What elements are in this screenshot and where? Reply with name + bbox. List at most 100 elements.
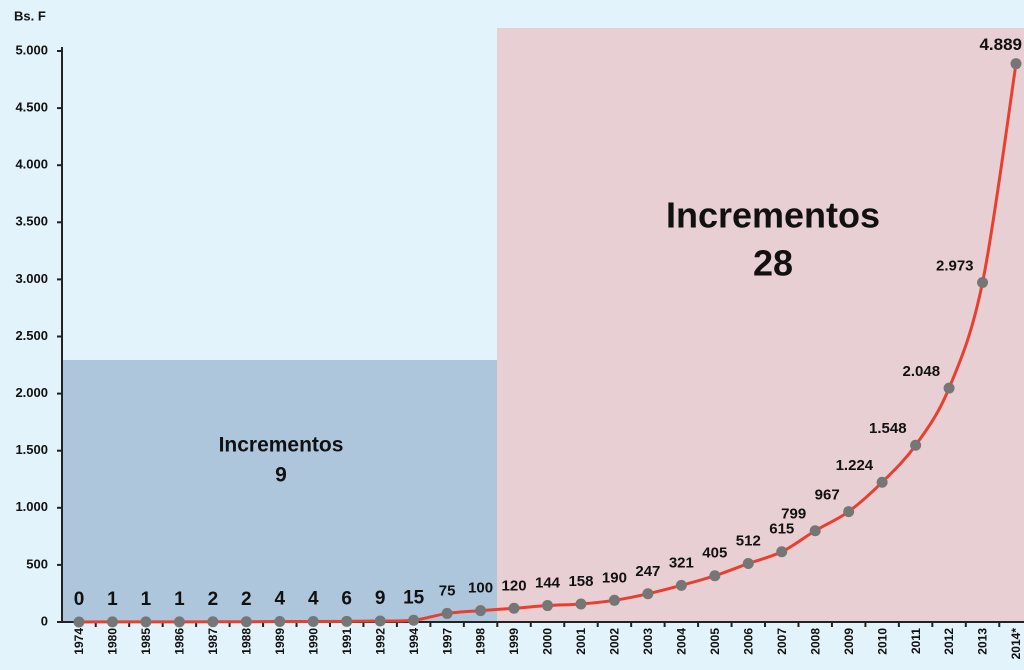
marker — [809, 525, 821, 537]
annotation: 28 — [753, 243, 793, 284]
period-box-2 — [497, 28, 1024, 622]
x-tick-label: 2010 — [875, 628, 889, 655]
marker — [274, 616, 286, 628]
marker — [207, 616, 219, 628]
y-tick-label: 2.000 — [15, 385, 48, 400]
data-label: 4 — [308, 589, 319, 610]
x-tick-label: 2013 — [976, 628, 990, 655]
marker — [642, 588, 654, 600]
y-tick-label: 4.000 — [15, 157, 48, 172]
x-tick-label: 1999 — [507, 628, 521, 655]
data-label: 2.048 — [903, 363, 941, 380]
x-tick-label: 1988 — [239, 628, 253, 655]
data-label: 247 — [635, 563, 660, 580]
x-tick-label: 2008 — [808, 628, 822, 655]
data-label: 1.548 — [869, 420, 907, 437]
data-label: 100 — [468, 580, 493, 597]
data-label: 9 — [375, 588, 386, 609]
x-tick-label: 1997 — [440, 628, 454, 655]
marker — [943, 382, 955, 394]
marker — [776, 546, 788, 558]
data-label: 144 — [535, 575, 561, 592]
data-label: 0 — [74, 589, 85, 610]
x-tick-label: 1986 — [173, 628, 187, 655]
marker — [307, 616, 319, 628]
y-tick-label: 5.000 — [15, 42, 48, 57]
marker — [608, 594, 620, 606]
data-label: 321 — [669, 554, 694, 571]
data-label: 615 — [769, 521, 794, 538]
x-tick-label: 2003 — [641, 628, 655, 655]
y-tick-label: 0 — [41, 613, 48, 628]
data-label: 4 — [274, 589, 285, 610]
marker — [106, 616, 118, 628]
data-label: 405 — [702, 545, 727, 562]
data-label: 75 — [439, 582, 456, 599]
x-tick-label: 1974 — [72, 628, 86, 655]
x-tick-label: 1987 — [206, 628, 220, 655]
x-tick-label: 2005 — [708, 628, 722, 655]
x-tick-label: 2014* — [1009, 628, 1023, 660]
x-tick-label: 1990 — [306, 628, 320, 655]
annotation: Incrementos — [219, 434, 344, 457]
x-tick-label: 2000 — [541, 628, 555, 655]
x-tick-label: 1998 — [474, 628, 488, 655]
marker — [1010, 58, 1022, 70]
data-label: 15 — [403, 587, 425, 608]
data-label: 6 — [341, 588, 352, 609]
data-label: 1 — [107, 589, 118, 610]
marker — [341, 615, 353, 627]
data-label: 1 — [174, 589, 185, 610]
x-tick-label: 2006 — [741, 628, 755, 655]
y-tick-label: 1.500 — [15, 442, 48, 457]
marker — [843, 506, 855, 518]
y-tick-label: 1.000 — [15, 499, 48, 514]
marker — [475, 605, 487, 617]
marker — [977, 276, 989, 288]
x-tick-label: 1985 — [139, 628, 153, 655]
marker — [675, 579, 687, 591]
x-tick-label: 1991 — [340, 628, 354, 655]
x-tick-label: 1989 — [273, 628, 287, 655]
data-label: 120 — [502, 577, 527, 594]
data-label: 2 — [241, 589, 252, 610]
marker — [173, 616, 185, 628]
x-tick-label: 1980 — [106, 628, 120, 655]
y-tick-label: 4.500 — [15, 100, 48, 115]
data-label: 799 — [781, 506, 806, 523]
marker — [408, 614, 420, 626]
x-tick-label: 2002 — [608, 628, 622, 655]
marker — [876, 476, 888, 488]
y-axis-label: Bs. F — [14, 8, 46, 23]
data-label: 1.224 — [836, 457, 874, 474]
period-box-1 — [62, 360, 497, 622]
y-tick-label: 2.500 — [15, 328, 48, 343]
x-tick-label: 2009 — [842, 628, 856, 655]
marker — [542, 600, 553, 612]
marker — [709, 570, 721, 582]
y-tick-label: 3.000 — [15, 271, 48, 286]
data-label: 512 — [736, 532, 761, 549]
x-tick-label: 2001 — [574, 628, 588, 655]
x-tick-label: 2012 — [942, 628, 956, 655]
marker — [240, 616, 252, 628]
data-label: 190 — [602, 569, 627, 586]
annotation: 9 — [275, 464, 287, 487]
marker — [575, 598, 587, 610]
x-tick-label: 2011 — [909, 628, 923, 654]
data-label: 967 — [815, 487, 840, 504]
data-label: 158 — [568, 573, 593, 590]
marker — [374, 615, 386, 627]
marker — [73, 616, 85, 628]
data-label: 2.973 — [936, 257, 974, 274]
annotation: Incrementos — [666, 195, 880, 236]
x-tick-label: 2007 — [775, 628, 789, 655]
data-label: 2 — [208, 589, 219, 610]
marker — [910, 439, 922, 451]
y-tick-label: 500 — [26, 556, 48, 571]
marker — [441, 607, 453, 619]
data-label: 1 — [141, 589, 152, 610]
marker — [742, 558, 754, 570]
marker — [140, 616, 152, 628]
